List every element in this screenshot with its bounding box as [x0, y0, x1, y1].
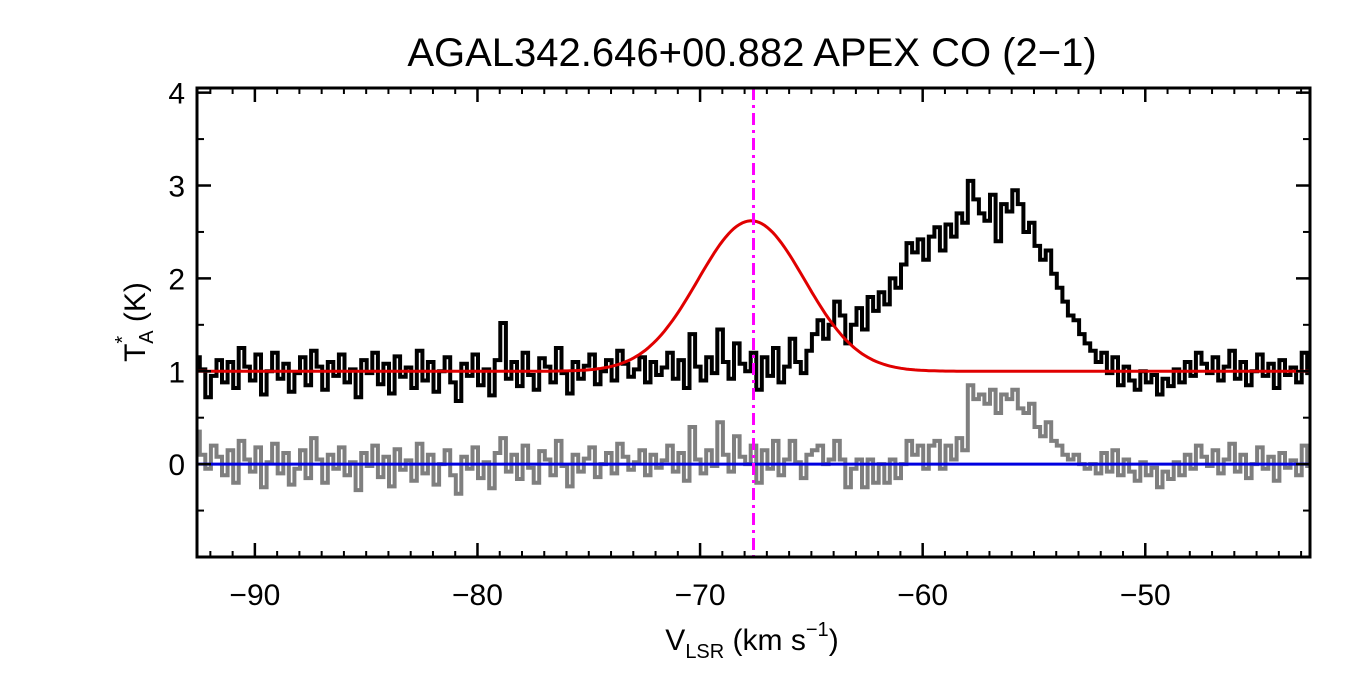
chart-title: AGAL342.646+00.882 APEX CO (2−1): [407, 31, 1096, 75]
y-axis-label: T* A (K): [112, 282, 158, 362]
y-axis-label-main: T: [119, 344, 152, 362]
y-axis-label-sup: *: [112, 336, 134, 344]
y-tick-label: 4: [168, 78, 185, 111]
plot-frame: [195, 86, 1312, 559]
y-tick-label: 2: [168, 263, 185, 296]
x-axis-label-end: ): [829, 624, 839, 657]
y-tick-label: 1: [168, 356, 185, 389]
x-axis-label-sub: LSR: [685, 641, 724, 663]
y-axis-label-sub: A: [136, 330, 158, 344]
x-tick-label: −50: [1120, 579, 1171, 612]
y-tick-label: 0: [168, 449, 185, 482]
x-axis-label-main: V: [665, 624, 685, 657]
x-axis-label-sup: −1: [806, 619, 829, 641]
residual-line: [197, 383, 1310, 496]
x-tick-label: −60: [897, 579, 948, 612]
x-axis-label-rest: (km s: [724, 624, 806, 657]
x-tick-label: −90: [229, 579, 280, 612]
spectrum-line: [197, 178, 1310, 403]
plot-area: [197, 88, 1310, 557]
x-tick-label: −80: [452, 579, 503, 612]
x-axis-label: VLSR (km s−1): [665, 619, 838, 663]
x-tick-label: −70: [675, 579, 726, 612]
y-axis-label-rest: (K): [119, 282, 152, 330]
y-tick-label: 3: [168, 171, 185, 204]
